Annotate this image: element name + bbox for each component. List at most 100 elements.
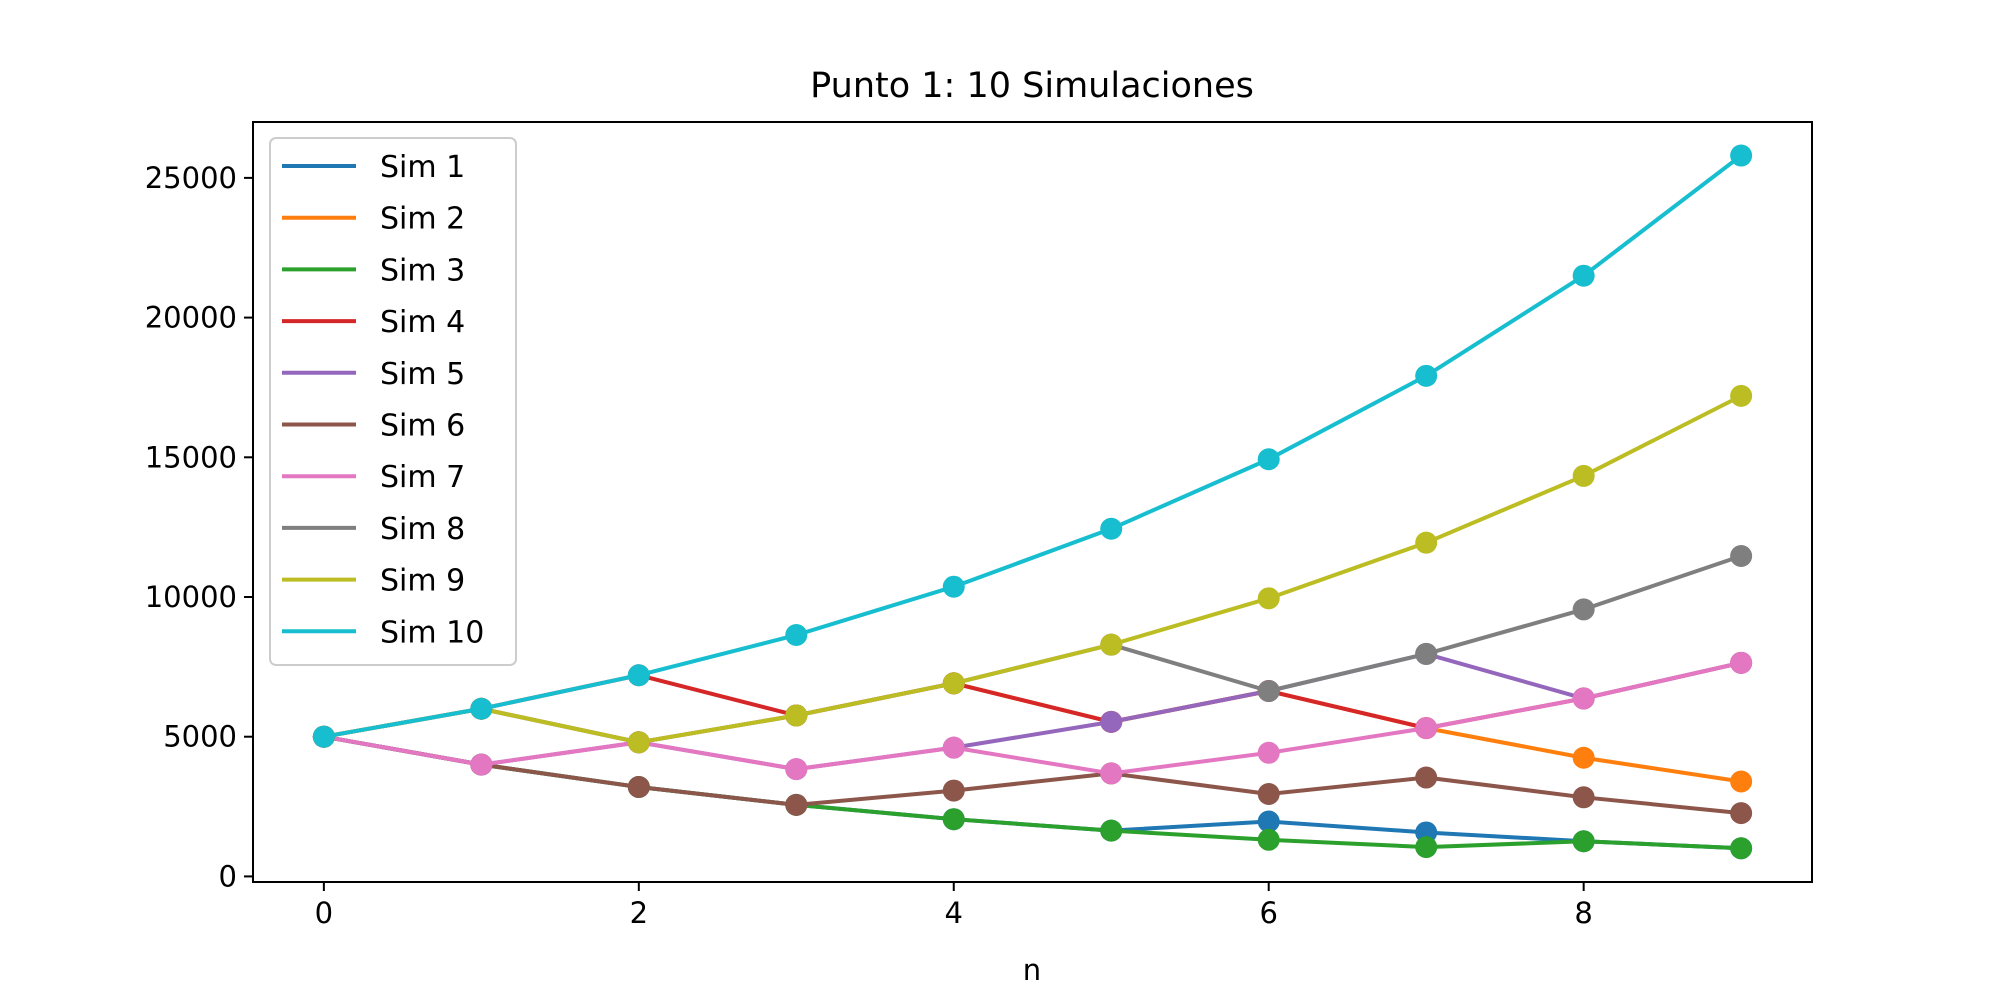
y-tick-label: 10000 <box>145 580 237 614</box>
data-point <box>1730 384 1753 407</box>
data-point <box>1730 144 1753 167</box>
data-point <box>785 793 808 816</box>
legend-item: Sim 3 <box>282 253 465 288</box>
y-tick-label: 20000 <box>145 301 237 335</box>
data-point <box>942 672 965 695</box>
data-point <box>1572 464 1595 487</box>
legend-item: Sim 2 <box>282 202 465 237</box>
series-line <box>323 734 1742 816</box>
data-point <box>1730 837 1753 860</box>
data-point <box>785 624 808 646</box>
data-point <box>1415 364 1438 387</box>
legend-label: Sim 9 <box>380 564 465 599</box>
data-point <box>1415 717 1438 740</box>
data-point <box>1100 819 1123 842</box>
data-point <box>1257 679 1280 702</box>
series-line <box>323 734 1742 851</box>
legend-item: Sim 8 <box>282 512 465 547</box>
data-point <box>1100 633 1123 656</box>
series-line <box>323 660 1742 776</box>
y-tick-label: 25000 <box>145 161 237 195</box>
series-2 <box>312 672 1753 793</box>
data-point <box>1572 746 1595 769</box>
series-8 <box>312 545 1753 754</box>
data-point <box>312 725 335 748</box>
y-tick-label: 0 <box>219 859 237 893</box>
data-point <box>785 704 808 727</box>
legend-label: Sim 8 <box>380 512 465 547</box>
legend-label: Sim 2 <box>380 202 465 237</box>
data-point <box>1100 710 1123 733</box>
chart-title: Punto 1: 10 Simulaciones <box>810 66 1254 106</box>
legend-label: Sim 5 <box>380 357 465 392</box>
legend-label: Sim 3 <box>380 253 465 288</box>
data-point <box>1257 783 1280 806</box>
data-point <box>1257 741 1280 764</box>
series-line <box>323 153 1743 739</box>
data-point <box>1257 810 1280 833</box>
series-7 <box>312 651 1753 785</box>
data-point <box>1572 786 1595 809</box>
data-point <box>1572 687 1595 710</box>
legend-label: Sim 1 <box>380 150 465 185</box>
data-point <box>942 736 965 759</box>
series-line <box>323 734 1742 851</box>
series-line <box>323 554 1742 745</box>
legend-item: Sim 10 <box>282 615 484 650</box>
x-axis-label: n <box>1023 953 1041 987</box>
series-line <box>323 660 1742 739</box>
data-point <box>1415 766 1438 789</box>
data-point <box>470 753 493 776</box>
series-9 <box>312 384 1753 754</box>
series-10 <box>312 144 1753 748</box>
data-point <box>1730 545 1753 568</box>
x-tick-label: 0 <box>315 896 333 930</box>
legend-label: Sim 4 <box>380 305 465 340</box>
legend-label: Sim 7 <box>380 460 465 495</box>
data-point <box>1257 587 1280 610</box>
data-point <box>942 808 965 831</box>
data-point <box>785 758 808 781</box>
x-axis-ticks: 0 2 4 6 8 <box>315 882 1593 930</box>
data-point <box>1730 770 1753 793</box>
series-line <box>323 651 1742 772</box>
data-point <box>1572 598 1595 621</box>
data-point <box>1730 802 1753 825</box>
data-point <box>1257 828 1280 851</box>
legend-item: Sim 6 <box>282 409 465 444</box>
legend-label: Sim 6 <box>380 409 465 444</box>
legend-item: Sim 1 <box>282 150 465 185</box>
data-point <box>627 664 650 687</box>
plot-area <box>312 144 1753 860</box>
data-point <box>1572 830 1595 853</box>
data-point <box>627 776 650 798</box>
data-point <box>1572 264 1595 287</box>
x-tick-label: 6 <box>1259 896 1277 930</box>
x-tick-label: 8 <box>1574 896 1592 930</box>
data-point <box>1100 762 1123 785</box>
data-point <box>942 575 965 598</box>
y-axis-ticks: 0 5000 10000 15000 20000 25000 <box>145 161 253 893</box>
data-point <box>1415 531 1438 554</box>
series-6 <box>312 725 1753 825</box>
data-point <box>1257 448 1280 471</box>
data-point <box>627 731 650 754</box>
x-tick-label: 4 <box>945 896 963 930</box>
legend-item: Sim 5 <box>282 357 465 392</box>
legend-label: Sim 10 <box>380 615 484 650</box>
data-point <box>942 779 965 802</box>
legend-item: Sim 4 <box>282 305 465 340</box>
data-point <box>1730 651 1753 674</box>
legend-item: Sim 7 <box>282 460 465 495</box>
y-tick-label: 5000 <box>163 720 237 754</box>
data-point <box>1100 517 1123 540</box>
data-point <box>1415 836 1438 859</box>
x-tick-label: 2 <box>630 896 648 930</box>
legend-item: Sim 9 <box>282 564 465 599</box>
axes-frame <box>252 121 1813 883</box>
y-tick-label: 15000 <box>145 440 237 474</box>
data-point <box>1415 642 1438 665</box>
series-line <box>323 394 1743 745</box>
legend: Sim 1 Sim 2 Sim 3 Sim 4 Sim 5 Sim 6 Sim 7 Sim 8… <box>269 137 517 666</box>
